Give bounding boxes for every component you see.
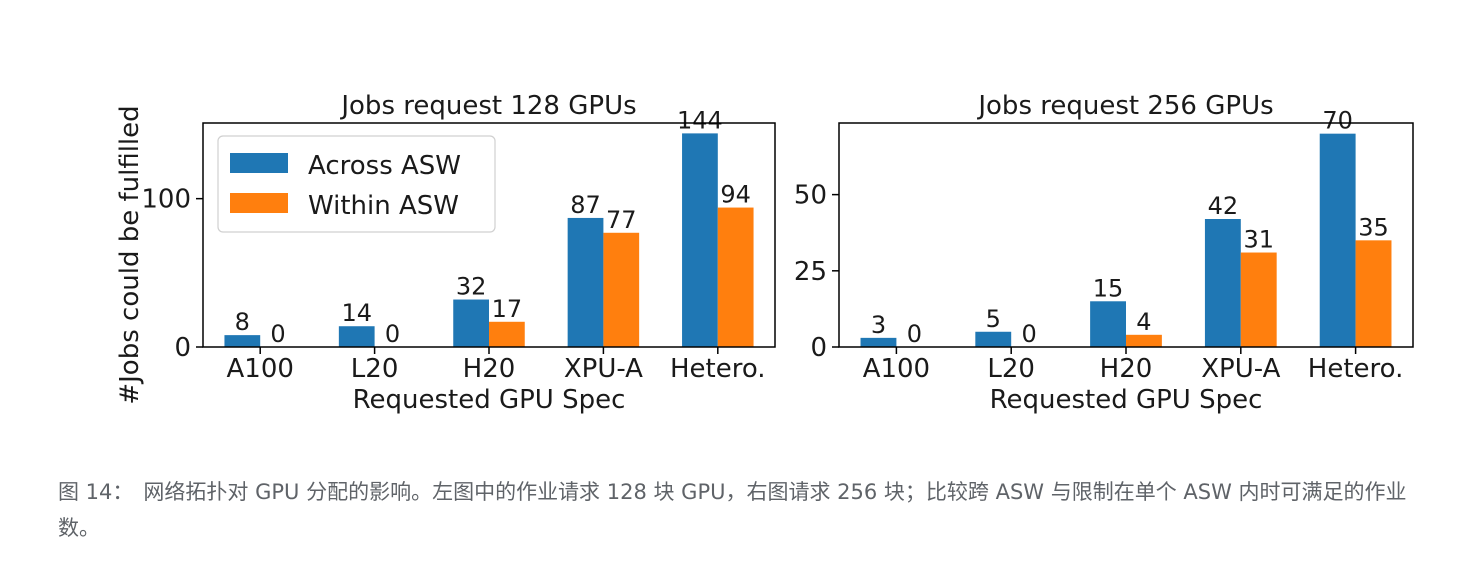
- data-label: 144: [677, 106, 723, 134]
- data-label: 3: [871, 311, 886, 339]
- legend-label: Within ASW: [308, 191, 459, 221]
- y-axis-label: #Jobs could be fulfilled: [115, 105, 145, 404]
- data-label: 0: [270, 320, 285, 348]
- y-tick-label: 0: [174, 333, 191, 363]
- bar-across-asw: [1319, 133, 1356, 347]
- x-axis-label: Requested GPU Spec: [353, 385, 626, 415]
- y-tick-label: 50: [794, 181, 827, 211]
- data-label: 42: [1208, 192, 1239, 220]
- x-tick-label: L20: [987, 354, 1035, 384]
- chart-128-gpus: Jobs request 128 GPUs 8 14 32 87 144 0 0 17 77 94 0…: [141, 91, 776, 415]
- caption-text: 网络拓扑对 GPU 分配的影响。左图中的作业请求 128 块 GPU，右图请求 …: [58, 480, 1407, 540]
- data-label: 15: [1093, 274, 1124, 302]
- bar-across-asw: [567, 217, 604, 347]
- figure-caption: 图 14： 网络拓扑对 GPU 分配的影响。左图中的作业请求 128 块 GPU，…: [58, 474, 1438, 546]
- bar-across-asw: [1090, 301, 1126, 347]
- bar-within-asw: [1126, 334, 1162, 347]
- data-label: 5: [986, 305, 1001, 333]
- data-label: 32: [456, 273, 487, 301]
- bar-across-asw: [975, 331, 1012, 347]
- bar-within-asw: [1240, 252, 1277, 347]
- x-tick-label: Hetero.: [1308, 354, 1404, 384]
- data-label: 70: [1322, 107, 1353, 135]
- bar-within-asw: [603, 232, 640, 347]
- data-label: 0: [385, 320, 400, 348]
- legend-swatch: [230, 153, 288, 173]
- chart-title: Jobs request 256 GPUs: [976, 91, 1273, 121]
- x-tick-label: XPU-A: [564, 354, 643, 384]
- bar-within-asw: [717, 207, 754, 347]
- y-tick-label: 100: [141, 185, 191, 215]
- x-tick-label: XPU-A: [1201, 354, 1280, 384]
- bar-within-asw: [1355, 240, 1392, 347]
- data-label: 94: [720, 181, 751, 209]
- x-tick-label: H20: [1100, 354, 1153, 384]
- data-label: 77: [606, 206, 637, 234]
- y-tick-label: 0: [810, 333, 827, 363]
- y-tick-label: 25: [794, 257, 827, 287]
- chart-title: Jobs request 128 GPUs: [339, 91, 636, 121]
- legend: Across ASW Within ASW: [217, 135, 496, 233]
- data-label: 35: [1358, 213, 1389, 241]
- data-label: 14: [341, 299, 372, 327]
- data-label: 0: [1021, 320, 1036, 348]
- bar-across-asw: [224, 335, 261, 347]
- legend-label: Across ASW: [308, 151, 461, 181]
- bar-across-asw: [860, 337, 897, 347]
- data-label: 8: [235, 308, 250, 336]
- data-label: 87: [570, 191, 601, 219]
- data-label: 0: [907, 320, 922, 348]
- figure: Jobs request 128 GPUs 8 14 32 87 144 0 0 17 77 94 0…: [115, 91, 1414, 415]
- x-tick-label: H20: [463, 354, 516, 384]
- bar-within-asw: [489, 321, 525, 347]
- x-tick-label: A100: [226, 354, 293, 384]
- bar-across-asw: [1204, 219, 1241, 347]
- caption-label: 图 14：: [58, 480, 134, 504]
- data-label: 4: [1136, 308, 1151, 336]
- bar-across-asw: [338, 326, 375, 347]
- bar-across-asw: [453, 299, 489, 347]
- x-tick-label: Hetero.: [670, 354, 766, 384]
- x-tick-label: A100: [863, 354, 930, 384]
- data-label: 17: [492, 295, 523, 323]
- bar-across-asw: [682, 133, 718, 347]
- x-tick-label: L20: [351, 354, 399, 384]
- x-axis-label: Requested GPU Spec: [990, 385, 1263, 415]
- data-label: 31: [1243, 226, 1274, 254]
- legend-swatch: [230, 193, 288, 213]
